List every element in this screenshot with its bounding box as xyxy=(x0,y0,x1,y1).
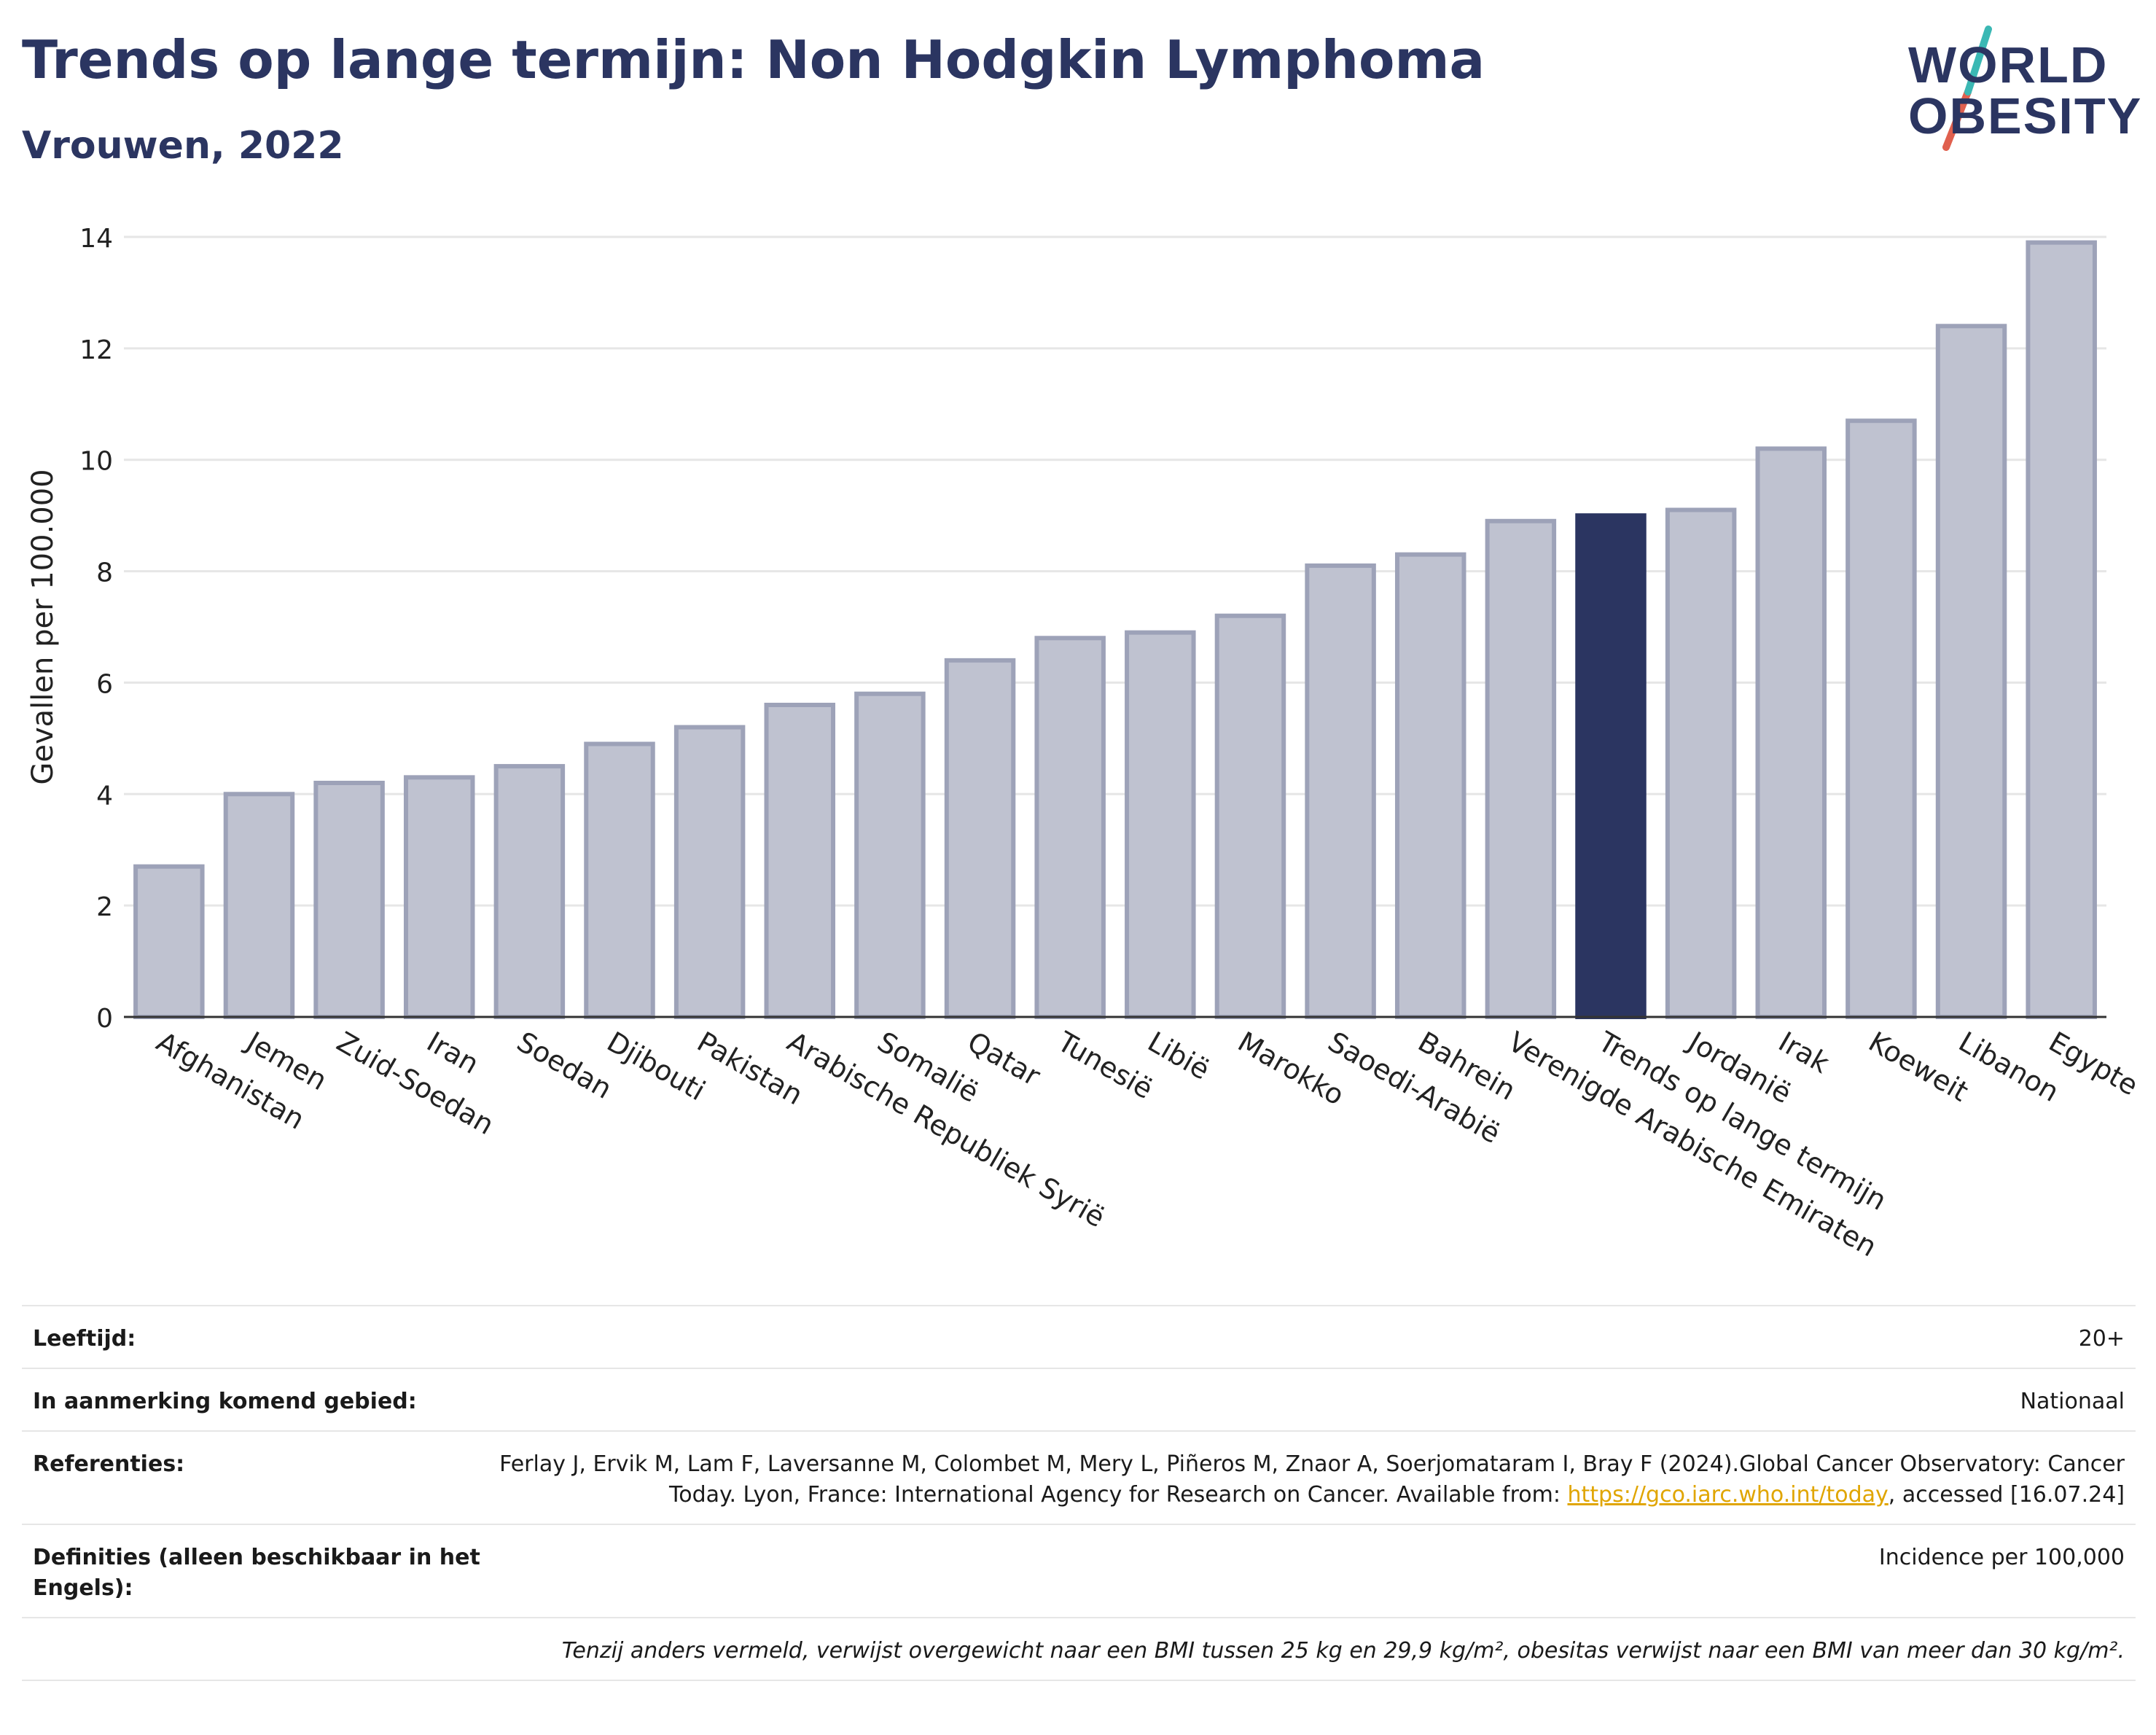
world-obesity-logo: WORLD OBESITY xyxy=(1895,22,2143,153)
x-tick-label: Koeweit xyxy=(1863,1026,1974,1108)
bar xyxy=(2026,240,2097,1020)
bars xyxy=(133,240,2097,1020)
bar xyxy=(223,792,295,1019)
definitions-value: Incidence per 100,000 xyxy=(1878,1545,2125,1570)
bar xyxy=(1935,324,2007,1020)
bar xyxy=(1125,630,1196,1019)
y-axis-ticks: 0 2 4 6 8 10 12 14 xyxy=(79,224,113,1034)
bar xyxy=(1034,636,1106,1019)
bar xyxy=(1485,518,1557,1019)
bar xyxy=(854,691,926,1019)
x-tick-label: Tunesië xyxy=(1052,1025,1158,1105)
logo-slash-upper xyxy=(1964,26,1992,95)
references-link[interactable]: https://gco.iarc.who.int/today xyxy=(1567,1482,1889,1508)
bar xyxy=(1214,613,1286,1019)
chart-footer: Leeftijd: 20+ In aanmerking komend gebie… xyxy=(22,1305,2136,1681)
bar xyxy=(944,658,1016,1019)
references-value: Ferlay J, Ervik M, Lam F, Laversanne M, … xyxy=(499,1449,2125,1510)
area-label: In aanmerking komend gebied: xyxy=(33,1389,417,1414)
bar xyxy=(133,864,205,1020)
y-tick-label: 2 xyxy=(96,892,113,922)
references-accessed: , accessed [16.07.24] xyxy=(1888,1482,2125,1508)
y-tick-label: 12 xyxy=(79,335,113,365)
footer-row-area: In aanmerking komend gebied: Nationaal xyxy=(22,1368,2136,1430)
y-tick-label: 4 xyxy=(96,781,113,811)
age-label: Leeftijd: xyxy=(33,1326,136,1352)
x-tick-label: Iran xyxy=(421,1026,484,1080)
footer-note: Tenzij anders vermeld, verwijst overgewi… xyxy=(561,1638,2125,1664)
bar xyxy=(1305,563,1376,1019)
bar xyxy=(1846,418,1917,1019)
footer-row-definitions: Definities (alleen beschikbaar in het En… xyxy=(22,1524,2136,1617)
bar xyxy=(584,741,655,1019)
y-tick-label: 0 xyxy=(96,1004,113,1034)
references-label: Referenties: xyxy=(33,1451,185,1477)
footer-row-age: Leeftijd: 20+ xyxy=(22,1305,2136,1368)
x-tick-label: Djibouti xyxy=(602,1026,711,1107)
bar xyxy=(673,725,746,1019)
chart-subtitle: Vrouwen, 2022 xyxy=(22,124,344,168)
bar xyxy=(313,781,385,1019)
logo-text-world: WORLD xyxy=(1908,36,2109,93)
bar xyxy=(764,703,836,1019)
x-tick-label: Libanon xyxy=(1953,1026,2064,1108)
area-value: Nationaal xyxy=(2020,1389,2125,1414)
bar xyxy=(1755,446,1827,1019)
bar-highlight xyxy=(1575,513,1647,1019)
footer-row-note: Tenzij anders vermeld, verwijst overgewi… xyxy=(22,1617,2136,1681)
x-tick-label: Zuid-Soedan xyxy=(332,1026,499,1141)
y-tick-label: 14 xyxy=(79,224,113,254)
bar xyxy=(1394,552,1466,1019)
bar xyxy=(403,775,475,1019)
bar xyxy=(1665,507,1737,1019)
x-tick-label: Irak xyxy=(1773,1026,1835,1080)
logo-text-obesity: OBESITY xyxy=(1908,87,2143,144)
y-tick-label: 10 xyxy=(79,447,113,477)
y-tick-label: 6 xyxy=(96,669,113,699)
references-text: Ferlay J, Ervik M, Lam F, Laversanne M, … xyxy=(499,1451,2125,1508)
y-tick-label: 8 xyxy=(96,558,113,588)
chart-title: Trends op lange termijn: Non Hodgkin Lym… xyxy=(22,29,1485,90)
definitions-label: Definities (alleen beschikbaar in het En… xyxy=(33,1545,480,1601)
logo-slash-icon xyxy=(1942,26,1992,151)
bar xyxy=(493,764,566,1019)
y-axis-label: Gevallen per 100.000 xyxy=(26,469,60,784)
logo-slash-lower xyxy=(1942,88,1972,151)
age-value: 20+ xyxy=(2078,1326,2125,1352)
footer-row-references: Referenties: Ferlay J, Ervik M, Lam F, L… xyxy=(22,1430,2136,1524)
x-tick-label: Soedan xyxy=(512,1026,617,1105)
